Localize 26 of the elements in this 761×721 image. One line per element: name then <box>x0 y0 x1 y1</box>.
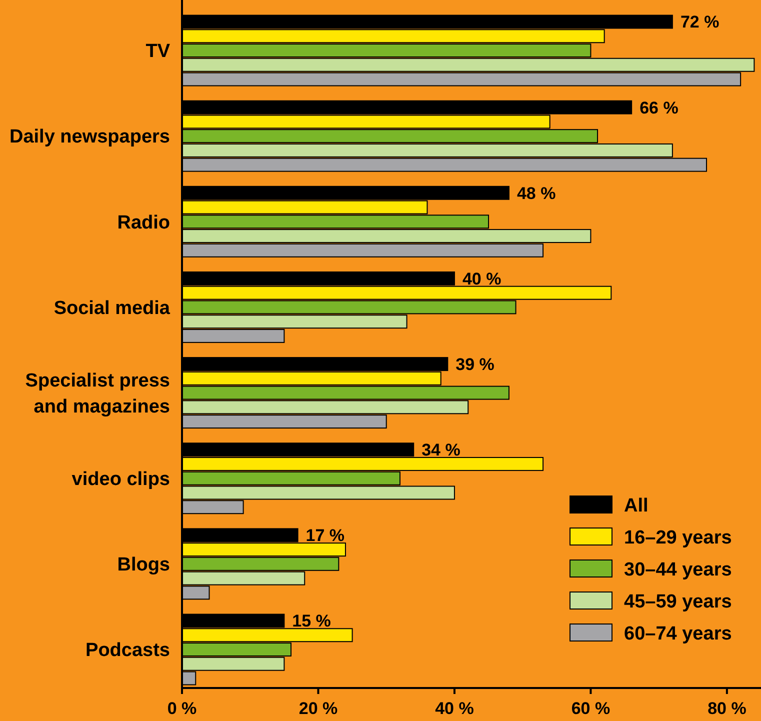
y-tick-label: video clips <box>72 469 170 490</box>
y-tick-label: Specialist press and magazines <box>25 370 170 418</box>
y-tick-label: Daily newspapers <box>9 126 170 148</box>
y-tick-label: Social media <box>54 298 170 319</box>
legend-label: 16–29 years <box>624 528 732 549</box>
y-tick-label: Podcasts <box>86 640 170 662</box>
x-tick-label: 60 % <box>571 699 610 718</box>
x-tick-label: 20 % <box>298 699 338 718</box>
data-label: 39 % <box>456 354 494 374</box>
data-label: 72 % <box>680 12 720 32</box>
y-tick-label: Radio <box>117 212 170 234</box>
data-label: 40 % <box>462 269 502 288</box>
data-label: 17 % <box>306 526 345 546</box>
legend-label: All <box>624 496 648 517</box>
legend-label: 45–59 years <box>624 592 732 613</box>
data-label: 34 % <box>422 440 460 460</box>
data-label: 66 % <box>640 98 678 118</box>
y-tick-label: TV <box>146 41 170 62</box>
x-tick-label: 0 % <box>167 699 197 718</box>
y-tick-label: Blogs <box>117 554 170 576</box>
x-tick-label: 80 % <box>708 699 746 718</box>
legend-label: 60–74 years <box>624 624 732 645</box>
data-label: 15 % <box>292 612 331 631</box>
x-tick-label: 40 % <box>435 699 474 718</box>
data-label: 48 % <box>516 184 556 203</box>
legend-label: 30–44 years <box>624 560 732 581</box>
